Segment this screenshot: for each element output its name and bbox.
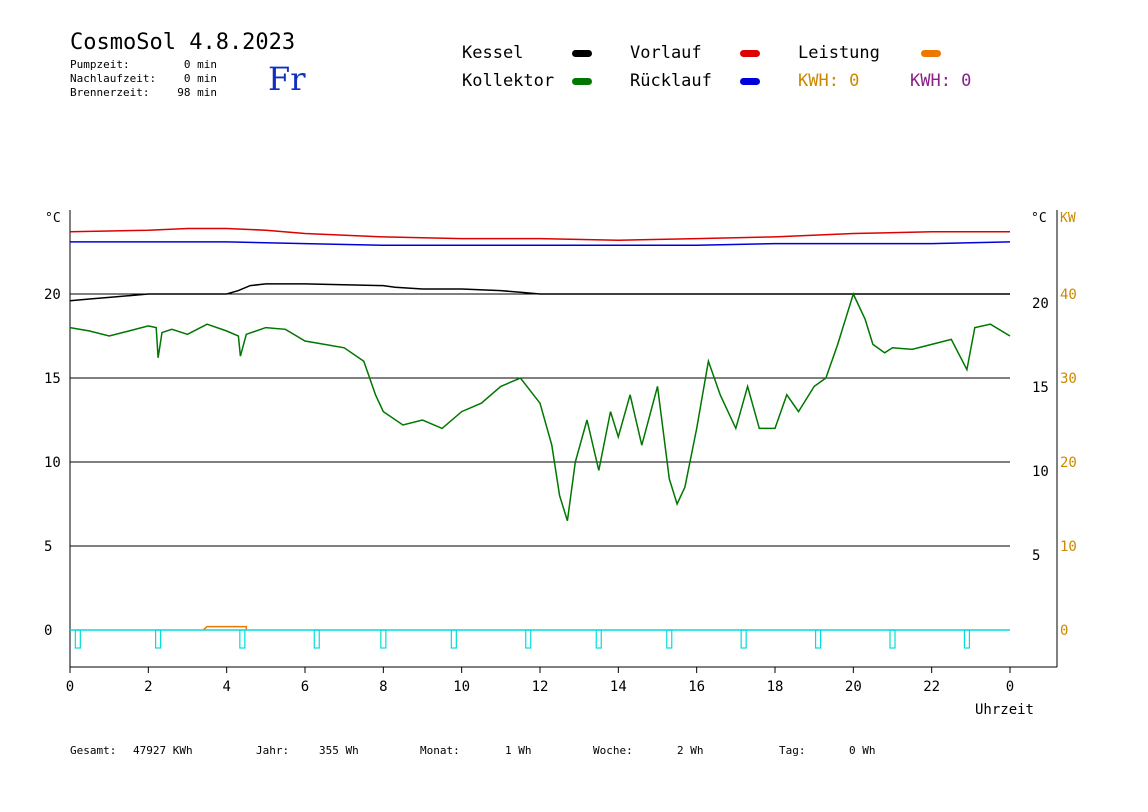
y-kw-tick-0: 0 [1060,623,1068,639]
pump-event-11 [889,629,896,649]
y-left-unit: °C [45,211,61,226]
weekday-label: Fr [268,60,306,98]
pump-event-1 [155,629,162,649]
legend-kollektor-swatch [572,78,592,85]
footer-woche-value: 2 Wh [677,744,704,757]
legend-ruecklauf-label: Rücklauf [630,71,712,91]
chart-grid [70,293,1010,631]
legend-kessel-swatch [572,50,592,57]
series-rcklauf-line [70,241,1011,247]
y-left-tick-0: 0 [44,623,52,639]
pump-event-2 [239,629,246,649]
y-kw-unit: KW [1060,211,1076,226]
pump-event-5 [450,629,457,649]
x-tick-label-4: 8 [379,679,387,695]
pump-event-12 [963,629,971,649]
x-tick-label-6: 12 [532,679,549,695]
x-tick-label-2: 4 [222,679,230,695]
pump-event-0 [74,629,81,649]
overrun-time-value: 0 min [183,72,217,85]
footer-tag-value: 0 Wh [849,744,876,757]
series-leistung-line [202,625,248,631]
burner-time-value: 98 min [177,86,217,99]
app-title: CosmoSol 4.8.2023 [70,30,296,55]
legend-vorlauf-label: Vorlauf [630,43,702,63]
x-tick-label-5: 10 [453,679,470,695]
legend-leistung-label: Leistung [798,43,880,63]
overrun-time-label: Nachlaufzeit: [70,72,157,85]
kwh-orange-label: KWH: 0 [798,71,860,91]
chart-axes [69,210,1058,673]
y-kw-tick-40: 40 [1060,287,1077,303]
series-kollektor-line [69,291,1011,522]
footer-monat-label: Monat: [420,744,460,757]
chart-series [69,227,1011,649]
pump-time-label: Pumpzeit: [70,58,130,71]
pump-event-4 [380,629,387,649]
pump-event-10 [814,629,822,649]
pump-event-6 [525,629,532,649]
x-tick-label-0: 0 [66,679,74,695]
y-right-unit: °C [1031,211,1047,226]
pump-event-9 [740,629,747,649]
y-kw-tick-20: 20 [1060,455,1077,471]
x-tick-label-3: 6 [301,679,309,695]
y-left-tick-15: 15 [44,371,61,387]
y-left-tick-20: 20 [44,287,61,303]
legend-vorlauf-swatch [740,50,760,57]
y-right-tick-5: 5 [1032,548,1040,564]
series-vorlauf-line [69,227,1010,241]
pump-event-8 [666,629,673,649]
chart-labels: 0 2 4 6 8 10 12 14 16 18 20 22 0 Uhrzeit 20 15 10 5 0 °C 20 1… [44,211,1077,718]
footer-gesamt-label: Gesamt: [70,744,117,757]
x-tick-label-8: 16 [688,679,705,695]
y-right-tick-20: 20 [1032,296,1049,312]
x-tick-label-7: 14 [610,679,627,695]
y-kw-tick-30: 30 [1060,371,1077,387]
pump-event-7 [595,629,602,649]
pump-time-value: 0 min [183,58,217,71]
pump-event-3 [313,629,320,649]
footer-tag-label: Tag: [779,744,806,757]
legend-leistung-swatch [921,50,941,57]
footer-woche-label: Woche: [593,744,633,757]
y-left-tick-10: 10 [44,455,61,471]
kwh-purple-label: KWH: 0 [910,71,972,91]
x-tick-label-12: 0 [1006,679,1014,695]
footer-gesamt-value: 47927 KWh [133,744,193,757]
footer-monat-value: 1 Wh [505,744,532,757]
x-tick-label-11: 22 [923,679,940,695]
burner-time-label: Brennerzeit: [70,86,150,99]
x-tick-label-10: 20 [845,679,862,695]
footer-jahr-value: 355 Wh [319,744,359,757]
x-tick-label-9: 18 [767,679,784,695]
y-right-tick-15: 15 [1032,380,1049,396]
x-axis-label: Uhrzeit [975,702,1034,718]
legend-kessel-label: Kessel [462,43,524,63]
legend-ruecklauf-swatch [740,78,760,85]
y-kw-tick-10: 10 [1060,539,1077,555]
legend-kollektor-label: Kollektor [462,71,555,91]
footer-jahr-label: Jahr: [256,744,290,757]
y-left-tick-5: 5 [44,539,52,555]
x-tick-label-1: 2 [144,679,152,695]
y-right-tick-10: 10 [1032,464,1049,480]
series-kessel-line [69,283,1010,302]
